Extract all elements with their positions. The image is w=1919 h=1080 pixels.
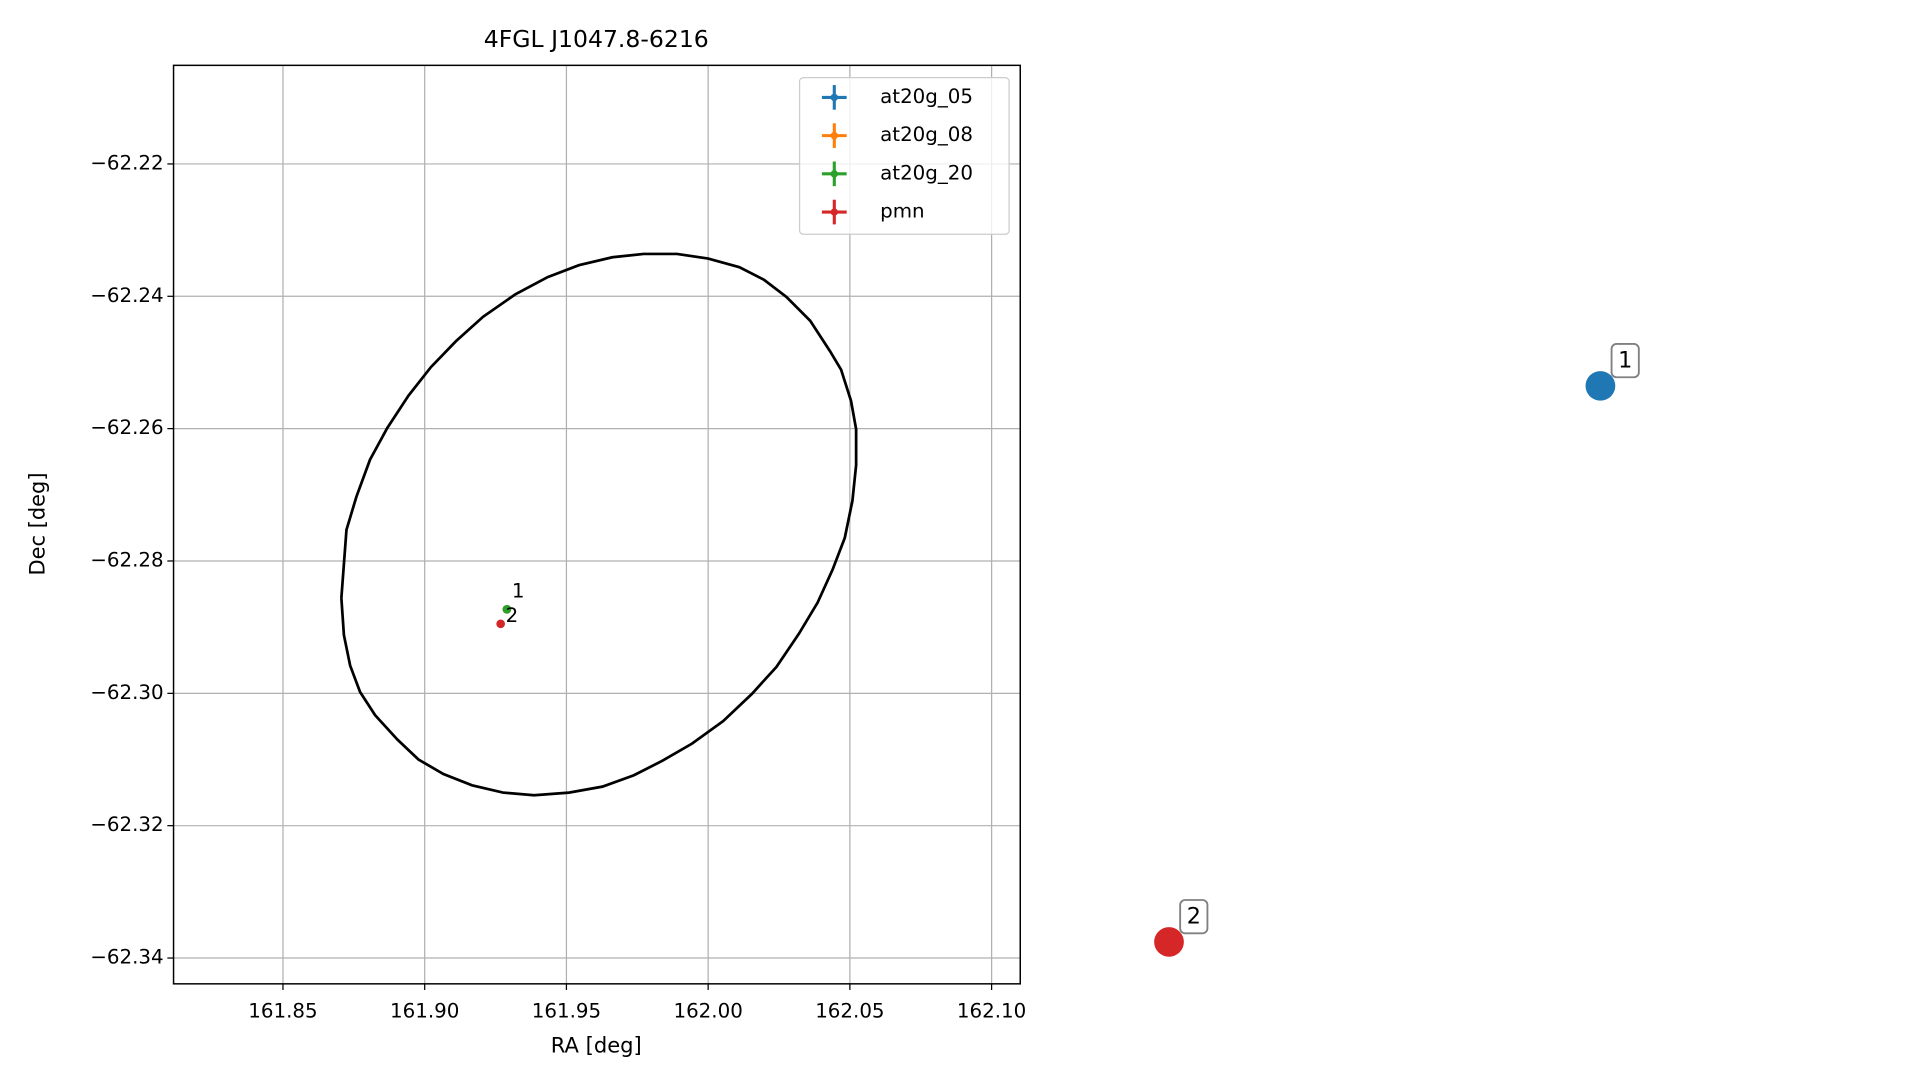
y-tick-label: −62.26: [90, 416, 163, 439]
x-tick-label: 161.95: [532, 1000, 601, 1023]
y-tick-label: −62.24: [90, 284, 163, 307]
legend-glyph: [830, 170, 839, 178]
chart-title: 4FGL J1047.8-6216: [484, 25, 709, 53]
marker-label: 2: [1187, 904, 1201, 930]
y-tick-label: −62.28: [90, 549, 163, 572]
y-tick-label: −62.32: [90, 813, 163, 836]
data-point: [502, 604, 512, 614]
x-tick-label: 162.05: [815, 1000, 884, 1023]
legend-label: at20g_20: [880, 161, 973, 184]
data-point: [496, 619, 506, 629]
x-tick-label: 162.00: [673, 1000, 742, 1023]
y-tick-label: −62.22: [90, 151, 163, 174]
y-axis-label: Dec [deg]: [24, 472, 49, 575]
point-label: 2: [506, 604, 519, 627]
marker: [1154, 927, 1184, 957]
x-tick-label: 161.85: [248, 1000, 317, 1023]
marker-label-box: [1610, 343, 1640, 379]
y-tick-label: −62.34: [90, 946, 163, 969]
point-label: 1: [512, 580, 525, 603]
error-ellipse: [340, 252, 858, 797]
legend-glyph: [830, 208, 839, 216]
axes-frame: [172, 64, 1021, 985]
legend-box: [798, 77, 1010, 235]
legend-label: at20g_08: [880, 123, 973, 146]
marker-label: 1: [1618, 348, 1632, 374]
legend-label: at20g_05: [880, 85, 973, 108]
x-tick-label: 162.10: [957, 1000, 1026, 1023]
legend-label: pmn: [880, 200, 924, 223]
x-axis-label: RA [deg]: [551, 1033, 642, 1058]
x-tick-label: 161.90: [390, 1000, 459, 1023]
marker-label-box: [1179, 899, 1209, 935]
legend-glyph: [830, 93, 839, 102]
legend-glyph: [830, 131, 839, 140]
y-tick-label: −62.30: [90, 681, 163, 704]
marker: [1585, 371, 1616, 401]
